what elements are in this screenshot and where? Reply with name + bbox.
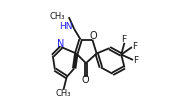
Text: F: F bbox=[121, 35, 126, 44]
Text: N: N bbox=[57, 39, 65, 49]
Text: F: F bbox=[133, 56, 138, 65]
Text: O: O bbox=[82, 75, 89, 85]
Text: O: O bbox=[89, 30, 97, 41]
Text: CH₃: CH₃ bbox=[49, 12, 65, 21]
Text: F: F bbox=[132, 42, 137, 51]
Text: HN: HN bbox=[59, 22, 73, 31]
Text: CH₃: CH₃ bbox=[56, 89, 71, 98]
